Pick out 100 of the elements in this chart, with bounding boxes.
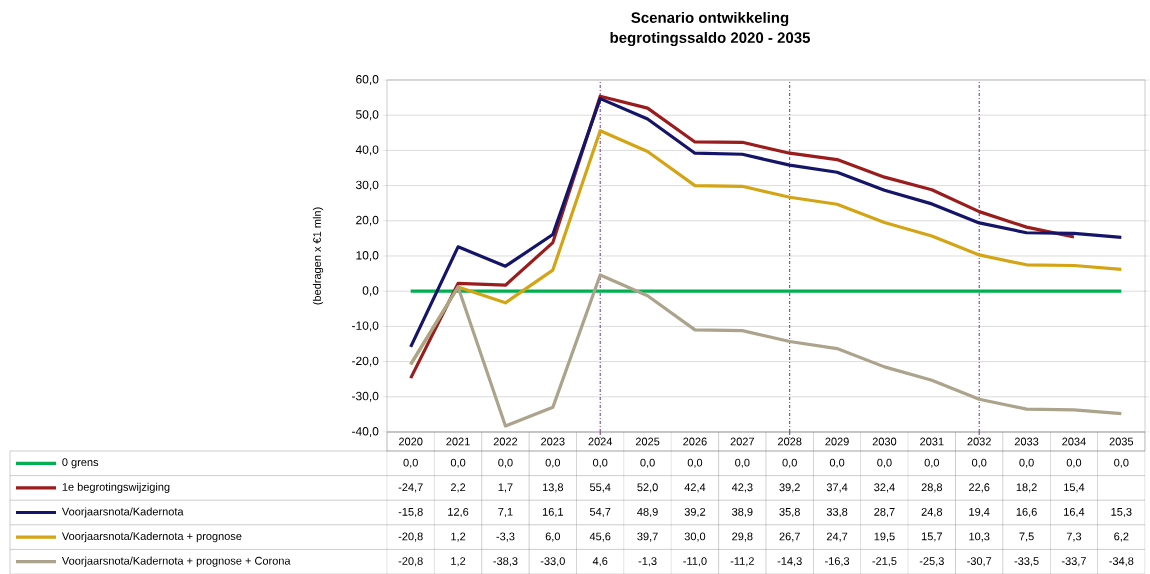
y-tick-label: 60,0 (356, 75, 379, 85)
data-label: 6,2 (1114, 532, 1129, 542)
data-label: 29,8 (732, 532, 753, 542)
chart-subtitle: begrotingssaldo 2020 - 2035 (610, 31, 811, 47)
data-label: -30,7 (967, 557, 992, 567)
data-label: 42,3 (731, 483, 753, 493)
y-tick-label: 40,0 (355, 145, 379, 156)
data-label: 35,8 (779, 507, 800, 518)
data-label: 1,2 (451, 532, 466, 542)
y-tick-label: 30,0 (355, 180, 379, 191)
data-label: 32,4 (874, 483, 895, 493)
data-label: 6,0 (545, 532, 561, 542)
data-label: 0,0 (545, 458, 561, 468)
data-label: 16,4 (1064, 507, 1085, 518)
data-label: 37,4 (826, 483, 848, 493)
data-label: -21,5 (872, 557, 897, 567)
data-label: 12,6 (448, 507, 469, 518)
data-label: 55,4 (589, 483, 611, 493)
legend-label: Voorjaarsnota/Kadernota + prognose (61, 531, 242, 543)
data-label: 15,3 (1111, 507, 1132, 518)
data-label: 0,0 (1066, 458, 1082, 468)
data-label: -20,8 (398, 557, 423, 567)
data-label: 0,0 (403, 458, 418, 468)
data-label: 48,9 (637, 507, 658, 518)
data-label: 0,0 (640, 458, 655, 468)
data-label: 30,0 (684, 532, 706, 542)
x-tick-label: 2026 (683, 437, 707, 446)
data-label: 28,8 (921, 483, 943, 493)
x-tick-label: 2031 (920, 437, 944, 446)
x-tick-label: 2028 (778, 437, 802, 446)
data-label: 52,0 (637, 483, 658, 493)
data-label: 0,0 (782, 458, 797, 468)
data-label: 7,3 (1066, 532, 1082, 542)
y-tick-label: -10,0 (352, 321, 379, 332)
legend-label: 0 grens (62, 458, 99, 469)
data-label: 0,0 (877, 458, 892, 468)
x-tick-label: 2027 (730, 437, 754, 446)
y-tick-label: 50,0 (356, 110, 379, 121)
data-label: 19,4 (969, 507, 990, 518)
data-label: 13,8 (542, 483, 564, 493)
data-label: 19,5 (874, 532, 895, 542)
x-tick-label: 2035 (1109, 437, 1134, 446)
data-label: 26,7 (779, 532, 800, 542)
data-label: -3,3 (496, 532, 515, 542)
data-label: -14,3 (777, 557, 802, 567)
x-tick-label: 2030 (872, 437, 897, 446)
data-label: -38,3 (493, 557, 518, 567)
y-tick-label: 10,0 (356, 251, 379, 261)
data-label: -24,7 (398, 483, 423, 493)
data-label: 15,7 (921, 532, 942, 542)
data-label: 0,0 (1019, 458, 1034, 468)
data-label: -1,3 (638, 557, 657, 567)
data-label: 4,6 (592, 557, 608, 567)
data-label: 7,1 (498, 508, 513, 517)
data-label: 39,2 (779, 483, 800, 493)
x-tick-label: 2023 (541, 437, 565, 446)
data-label: 39,2 (684, 507, 706, 518)
x-tick-label: 2022 (493, 437, 518, 446)
data-label: 54,7 (589, 508, 611, 517)
data-label: 22,6 (969, 483, 990, 493)
data-label: 0,0 (592, 458, 608, 468)
data-label: -11,2 (730, 557, 754, 567)
data-label: 15,4 (1064, 483, 1085, 493)
data-label: -33,0 (540, 557, 565, 567)
data-label: 1,7 (498, 483, 513, 493)
data-label: 2,2 (450, 483, 466, 493)
data-label: -15,8 (398, 507, 423, 518)
data-label: -16,3 (825, 557, 850, 567)
legend-label: Voorjaarsnota/Kadernota + prognose + Corona (61, 556, 291, 567)
data-label: 0,0 (1114, 458, 1129, 468)
data-label: 38,9 (732, 507, 753, 518)
data-label: 1,2 (451, 557, 466, 567)
y-tick-label: -40,0 (352, 427, 379, 437)
data-label: 33,8 (826, 507, 848, 518)
data-label: 24,7 (826, 532, 848, 542)
data-label: 0,0 (687, 458, 703, 468)
data-label: -11,0 (683, 557, 707, 567)
data-label: 24,8 (921, 507, 943, 518)
data-label: 42,4 (684, 483, 706, 493)
data-label: 0,0 (735, 458, 750, 468)
data-label: 39,7 (637, 532, 658, 542)
x-tick-label: 2020 (399, 437, 423, 446)
x-tick-label: 2024 (588, 437, 613, 446)
data-label: 0,0 (498, 458, 513, 468)
data-label: 10,3 (969, 532, 990, 542)
data-label: 7,5 (1019, 532, 1034, 542)
legend-label: 1e begrotingswijziging (62, 482, 170, 494)
y-tick-label: 20,0 (356, 215, 379, 226)
y-tick-label: -30,0 (352, 391, 379, 402)
data-label: -34,8 (1109, 557, 1134, 567)
data-label: 16,6 (1016, 507, 1037, 518)
x-tick-label: 2021 (446, 437, 470, 446)
data-label: 0,0 (450, 458, 466, 468)
x-tick-label: 2029 (825, 437, 849, 446)
data-label: -33,7 (1061, 557, 1086, 567)
data-label: 16,1 (542, 507, 563, 518)
data-label: -33,5 (1014, 557, 1039, 567)
data-label: -20,8 (398, 532, 423, 542)
x-tick-label: 2025 (635, 437, 660, 446)
y-axis-title: (bedragen x €1 mln) (312, 207, 324, 305)
